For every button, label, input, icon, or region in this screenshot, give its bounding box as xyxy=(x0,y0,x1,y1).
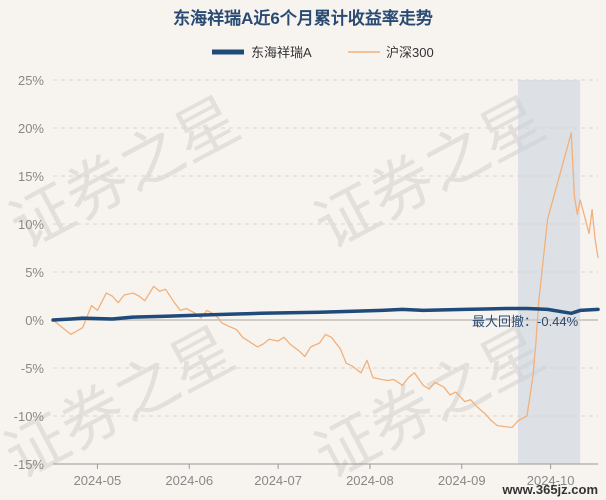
legend: 东海祥瑞A 沪深300 xyxy=(212,45,434,60)
legend-label-index: 沪深300 xyxy=(386,45,434,60)
y-tick-label: 5% xyxy=(25,265,44,280)
y-tick-label: 10% xyxy=(18,217,44,232)
x-tick-label: 2024-06 xyxy=(165,473,213,488)
x-tick-label: 2024-05 xyxy=(74,473,122,488)
y-tick-label: 20% xyxy=(18,121,44,136)
x-tick-label: 2024-07 xyxy=(254,473,302,488)
series xyxy=(51,132,600,429)
legend-label-fund: 东海祥瑞A xyxy=(251,45,312,60)
y-axis: 25% 20% 15% 10% 5% 0% -5% -10% -15% xyxy=(14,73,45,472)
x-tick-label: 2024-09 xyxy=(438,473,486,488)
y-tick-label: 25% xyxy=(18,73,44,88)
series-line-index xyxy=(52,132,599,429)
series-line-fund xyxy=(51,306,600,322)
watermark: 证券之星 证券之星 证券之星 证券之星 xyxy=(0,82,556,493)
drawdown-label: 最大回撤：-0.44% xyxy=(472,314,579,329)
site-watermark: www.365jz.com xyxy=(501,482,598,497)
y-tick-label: 0% xyxy=(25,313,44,328)
y-tick-label: -15% xyxy=(14,457,45,472)
x-tick-label: 2024-08 xyxy=(346,473,394,488)
y-tick-label: -10% xyxy=(14,409,45,424)
chart-title: 东海祥瑞A近6个月累计收益率走势 xyxy=(173,8,433,28)
y-tick-label: -5% xyxy=(21,361,45,376)
x-axis: 2024-05 2024-06 2024-07 2024-08 2024-09 2024-… xyxy=(74,464,575,488)
y-tick-label: 15% xyxy=(18,169,44,184)
x-tick-label: 2024-10 xyxy=(527,473,575,488)
